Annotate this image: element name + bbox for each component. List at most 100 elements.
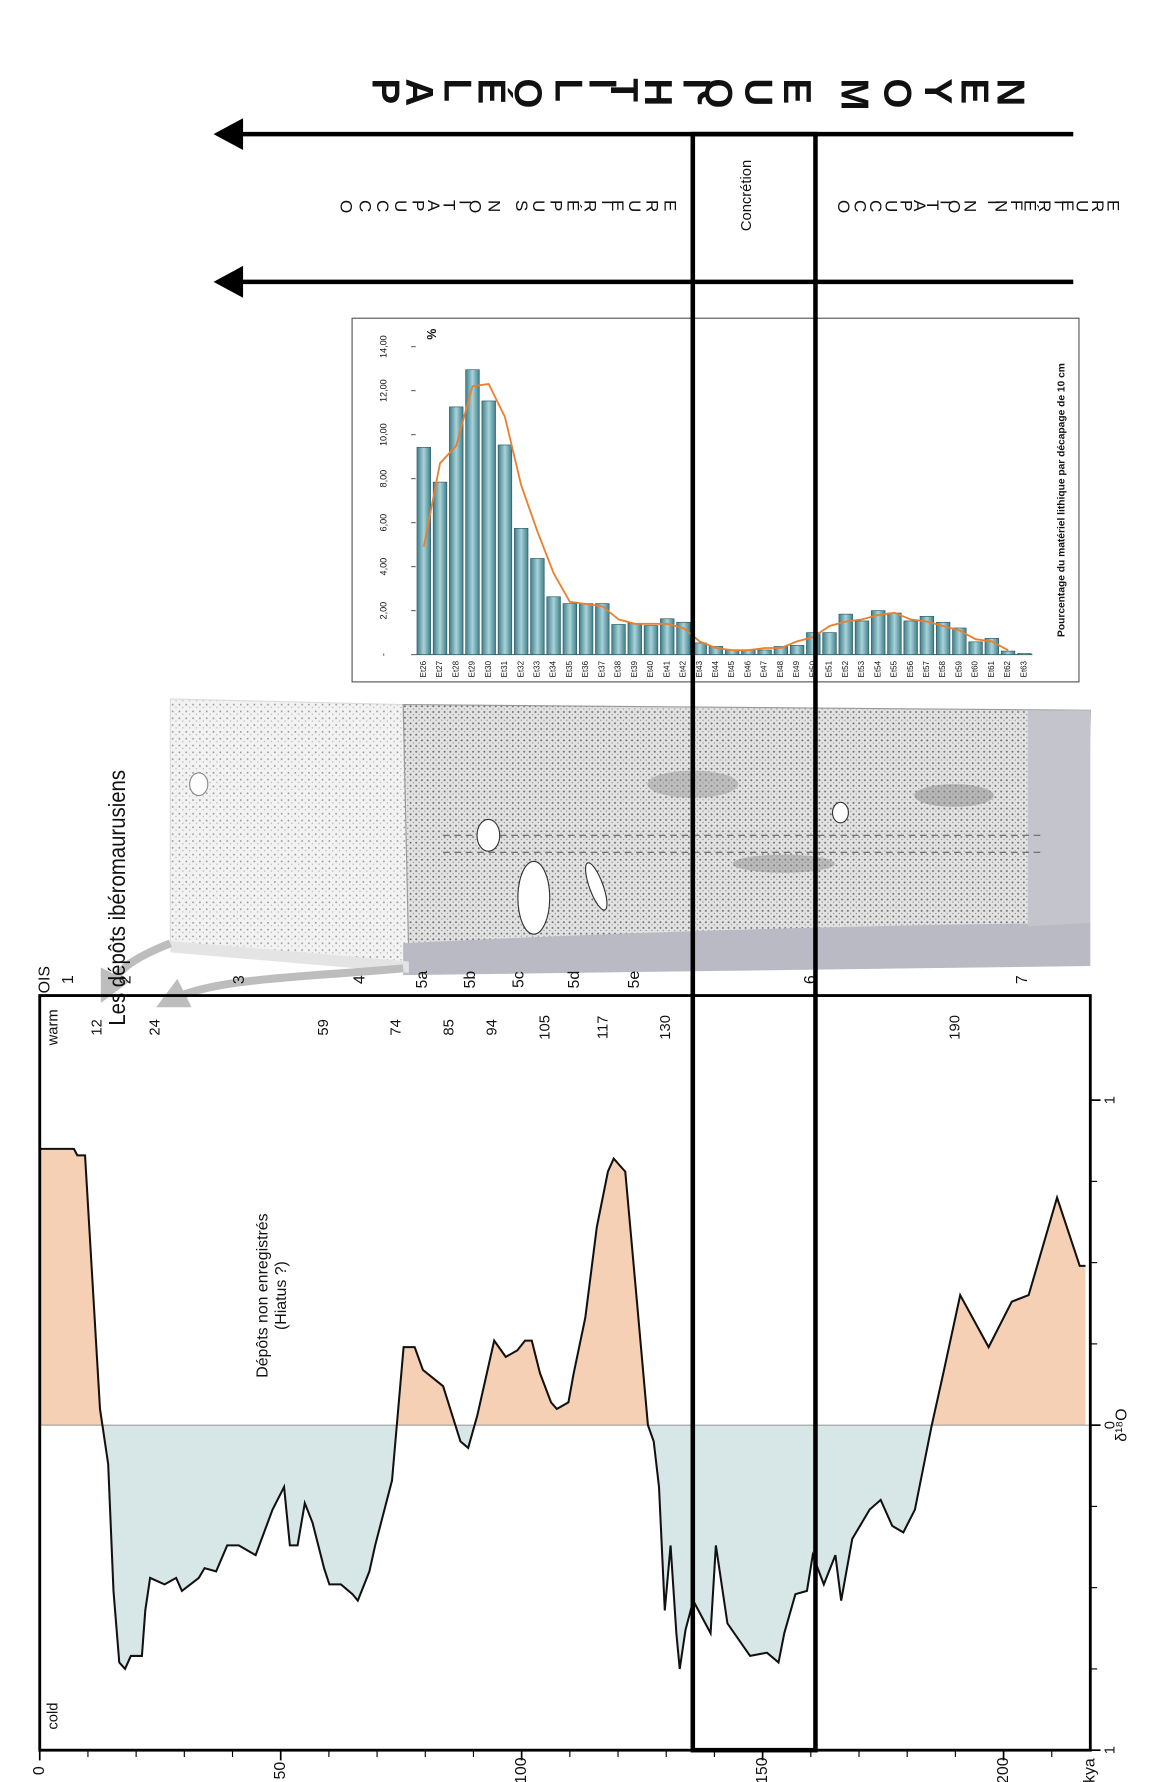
hiatus-note: Dépôts non enregistrés <box>255 1213 272 1377</box>
stage-title: OIS <box>37 966 54 993</box>
y-tick-label: 1 <box>1103 1746 1119 1754</box>
x-tick-label: Et48 <box>776 660 785 677</box>
x-tick-label: Et53 <box>857 660 866 677</box>
x-tick-label: Et55 <box>890 660 899 677</box>
warm-label: warm <box>45 1009 61 1046</box>
stratigraphy-label: Les dépôts ibéromaurusiens <box>104 770 130 1026</box>
bar <box>1001 651 1015 655</box>
x-tick-label: Et27 <box>435 660 444 677</box>
bar <box>514 528 528 654</box>
x-tick-label: Et32 <box>516 660 525 677</box>
stone <box>832 802 848 822</box>
x-tick-label: Et26 <box>419 660 428 677</box>
x-tick-label: Et63 <box>1019 660 1028 677</box>
x-tick-label: Et59 <box>954 660 963 677</box>
section-edge <box>1028 710 1090 926</box>
bar <box>855 621 869 655</box>
x-tick-label: Et57 <box>922 660 931 677</box>
stone <box>190 773 208 796</box>
x-tick-label: Et54 <box>873 660 882 677</box>
stage-label: 4 <box>351 975 368 984</box>
x-tick-label: Et37 <box>597 660 606 677</box>
boundary-label: 130 <box>658 1015 674 1040</box>
stage-label: 1 <box>60 975 77 984</box>
stage-label: 3 <box>231 975 248 984</box>
x-axis-label: kya <box>1082 1758 1099 1782</box>
x-tick-label: 50 <box>272 1762 289 1780</box>
boundary-label: 74 <box>388 1019 404 1035</box>
x-tick-label: Et28 <box>451 660 460 677</box>
y-tick-label: 14,00 <box>378 335 388 358</box>
x-tick-label: 0 <box>31 1766 48 1775</box>
bar <box>466 370 480 655</box>
boundary-label: 94 <box>485 1019 501 1035</box>
period-label: OCCUPATION INFÉRIEURE <box>834 200 1122 213</box>
x-tick-label: Et43 <box>695 660 704 677</box>
boundary-label: 24 <box>147 1019 163 1035</box>
bar <box>417 447 431 654</box>
x-tick-label: Et49 <box>792 660 801 677</box>
y-tick-label: 10,00 <box>378 423 388 446</box>
x-tick-label: Et58 <box>938 660 947 677</box>
boundary-label: 190 <box>947 1015 963 1040</box>
lens <box>733 855 835 873</box>
x-tick-label: Et39 <box>630 660 639 677</box>
y-tick-label: 6,00 <box>378 514 388 532</box>
x-tick-label: Et42 <box>679 660 688 677</box>
stage-label: 5d <box>566 971 583 989</box>
y-tick-label: 4,00 <box>378 558 388 576</box>
x-tick-label: Et45 <box>727 660 736 677</box>
stone <box>477 819 500 851</box>
cold-label: cold <box>45 1703 61 1730</box>
y-tick-label: 12,00 <box>378 379 388 402</box>
stage-label: 5c <box>510 971 527 988</box>
bar <box>482 401 496 655</box>
boundary-label: 117 <box>595 1016 611 1040</box>
x-tick-label: Et31 <box>500 660 509 677</box>
y-tick-label: 2,00 <box>378 602 388 620</box>
x-tick-label: Et51 <box>825 660 834 677</box>
x-tick-label: Et62 <box>1003 660 1012 677</box>
light-deposits <box>170 699 409 966</box>
bar <box>644 626 658 655</box>
bar <box>433 482 447 654</box>
boundary-label: 85 <box>441 1019 457 1035</box>
bar <box>628 623 642 654</box>
x-tick-label: Et30 <box>484 660 493 677</box>
boundary-label: 12 <box>89 1019 105 1035</box>
y-tick-label: 1 <box>1103 1096 1119 1104</box>
period-label: Concrétion <box>739 160 755 231</box>
bar <box>1017 654 1031 655</box>
stone <box>518 861 550 934</box>
bar <box>823 633 837 655</box>
y-axis-label: % <box>425 329 439 340</box>
x-axis-label: Pourcentage du matériel lithique par déc… <box>1057 363 1068 637</box>
stage-label: 7 <box>1014 975 1031 984</box>
x-tick-label: Et40 <box>646 660 655 677</box>
x-tick-label: Et29 <box>468 660 477 677</box>
y-tick-label: - <box>378 653 388 656</box>
x-tick-label: 200 <box>995 1757 1012 1782</box>
lens <box>914 784 994 807</box>
hiatus-note: (Hiatus ?) <box>273 1261 290 1330</box>
boundary-label: 105 <box>538 1015 554 1040</box>
bar <box>547 597 561 655</box>
bar <box>579 604 593 655</box>
x-tick-label: Et44 <box>711 660 720 677</box>
dark-deposits <box>403 705 1090 961</box>
x-tick-label: Et34 <box>549 660 558 677</box>
stage-label: 5e <box>626 971 643 989</box>
bar <box>969 642 983 655</box>
stage-label: 5a <box>414 971 431 989</box>
x-tick-label: Et60 <box>971 660 980 677</box>
x-tick-label: 100 <box>513 1757 530 1782</box>
bar <box>758 650 772 655</box>
x-tick-label: Et56 <box>906 660 915 677</box>
bar <box>888 613 902 655</box>
x-tick-label: Et36 <box>581 660 590 677</box>
x-tick-label: Et38 <box>614 660 623 677</box>
x-tick-label: Et52 <box>841 660 850 677</box>
x-tick-label: Et47 <box>760 660 769 677</box>
page: PALÉOLITHIQUE MOYENOCCUPATION SUPÉRIEURE… <box>0 0 1163 1782</box>
bar <box>790 645 804 654</box>
